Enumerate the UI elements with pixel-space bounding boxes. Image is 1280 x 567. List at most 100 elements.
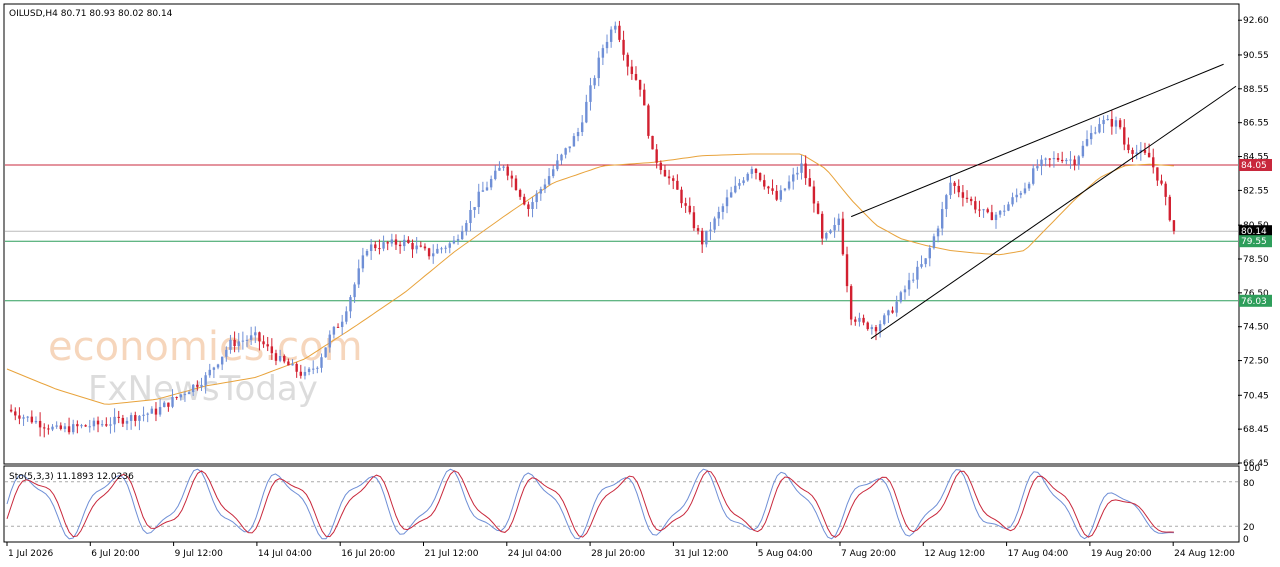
candle-bear [763,180,766,187]
candle-bear [804,163,807,179]
osc-tick-label: 100 [1243,464,1260,474]
candle-bear [618,25,621,40]
price-tick-label: 82.55 [1243,186,1269,196]
time-tick-label: 14 Jul 04:00 [258,549,312,559]
candle-bull [982,209,985,211]
candle-bull [742,180,745,184]
candle-bull [949,182,952,196]
candle-bear [700,230,704,245]
candle-bear [974,201,977,210]
time-tick-label: 1 Jul 2026 [8,549,53,559]
level-badge-support [1239,235,1272,248]
candle-bull [158,407,162,415]
candle-bear [969,198,973,202]
candles [9,20,1176,438]
candle-bear [59,425,62,429]
candle-bull [1077,156,1080,166]
candle-bull [452,240,456,244]
candle-bull [833,225,836,231]
candle-bull [940,209,944,229]
candle-bear [630,66,634,75]
candle-bull [564,148,567,155]
candle-bull [614,25,617,30]
candle-bull [1011,197,1014,205]
candle-bear [14,411,17,416]
candle-bear [18,415,21,419]
candle-bull [1003,210,1006,212]
candle-bull [192,384,195,393]
candle-bull [792,174,795,182]
candle-bull [779,190,783,200]
candle-bull [1094,132,1097,134]
candle-bear [233,339,236,347]
candle-bear [196,384,199,387]
candle-bull [945,195,948,210]
candle-bull [912,279,915,281]
candle-bear [295,363,298,372]
candle-bear [374,244,377,249]
candle-bull [477,191,480,208]
candle-bear [957,185,960,193]
time-tick-label: 24 Jul 04:00 [508,549,562,559]
candle-bull [568,146,571,149]
candle-bull [229,339,232,350]
candle-bull [34,420,38,423]
candle-bear [419,245,423,247]
candle-bear [771,188,774,191]
candle-bull [320,357,323,368]
candle-bear [67,426,71,433]
price-tick-label: 66.45 [1243,459,1269,469]
symbol-header: OILUSD,H4 80.71 80.93 80.02 80.14 [9,9,173,19]
level-badge-label: 79.55 [1241,237,1267,247]
candle-bull [225,349,228,357]
candle-bull [552,169,555,177]
candle-bull [709,229,712,231]
candle-bear [1160,180,1163,184]
candle-bear [622,39,625,55]
level-badge-label: 80.14 [1241,227,1267,237]
price-tick-label: 68.45 [1243,425,1269,435]
candle-bear [283,355,286,362]
candle-bull [721,206,725,212]
candle-bear [527,204,530,209]
candle-bull [382,242,385,249]
candle-bull [390,239,394,244]
candle-bear [758,172,762,181]
price-levels [5,164,1238,302]
candle-bull [1040,159,1043,167]
candle-bull [907,280,911,290]
candle-bull [415,245,418,250]
candle-bear [1131,150,1134,154]
oscillator-axis: 100 80 20 0 [1243,464,1260,545]
candle-bull [361,255,365,269]
candle-bull [150,408,154,414]
osc-tick-label: 20 [1243,523,1255,533]
candle-bull [605,41,609,49]
candle-bull [825,233,828,239]
candle-bull [212,367,216,370]
candle-bear [510,175,514,179]
candle-bull [1023,188,1027,194]
candle-bear [638,79,642,90]
candle-bull [456,239,460,241]
candle-bear [854,319,857,322]
candle-bull [1085,139,1089,146]
candle-bull [179,394,182,398]
candle-bear [336,326,340,328]
oscillator-frame [3,465,1240,543]
time-tick-label: 17 Aug 04:00 [1008,549,1069,559]
candle-bull [113,416,116,425]
time-tick-label: 21 Jul 12:00 [424,549,478,559]
candle-bear [1172,220,1176,232]
candle-bear [655,149,658,163]
candle-bear [518,189,522,197]
candle-bear [76,424,79,427]
candle-bear [672,178,675,181]
candle-bear [643,89,646,106]
candle-bull [432,253,435,257]
candle-bear [287,361,290,366]
candle-bear [965,197,969,199]
candle-bear [1168,196,1171,221]
candle-bear [1127,144,1130,151]
candle-bull [146,413,149,415]
